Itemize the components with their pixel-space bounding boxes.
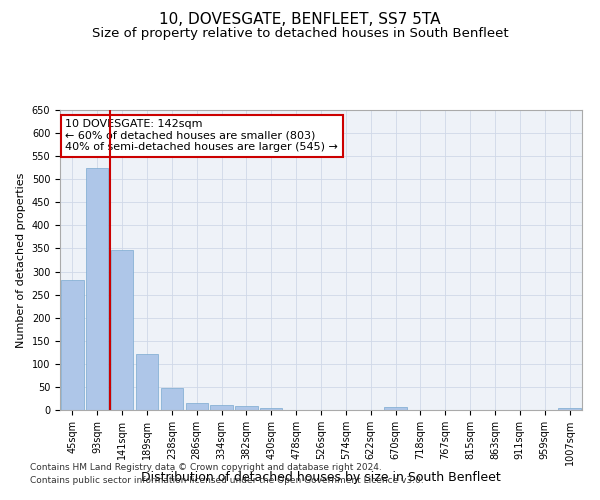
Text: 10 DOVESGATE: 142sqm
← 60% of detached houses are smaller (803)
40% of semi-deta: 10 DOVESGATE: 142sqm ← 60% of detached h… bbox=[65, 119, 338, 152]
Text: 10, DOVESGATE, BENFLEET, SS7 5TA: 10, DOVESGATE, BENFLEET, SS7 5TA bbox=[159, 12, 441, 28]
Bar bbox=[136, 354, 158, 410]
X-axis label: Distribution of detached houses by size in South Benfleet: Distribution of detached houses by size … bbox=[141, 470, 501, 484]
Bar bbox=[559, 408, 581, 410]
Bar bbox=[260, 408, 283, 410]
Text: Contains public sector information licensed under the Open Government Licence v3: Contains public sector information licen… bbox=[30, 476, 424, 485]
Bar bbox=[86, 168, 109, 410]
Text: Contains HM Land Registry data © Crown copyright and database right 2024.: Contains HM Land Registry data © Crown c… bbox=[30, 464, 382, 472]
Bar bbox=[61, 280, 83, 410]
Y-axis label: Number of detached properties: Number of detached properties bbox=[16, 172, 26, 348]
Bar bbox=[161, 388, 183, 410]
Bar bbox=[385, 407, 407, 410]
Bar bbox=[111, 250, 133, 410]
Text: Size of property relative to detached houses in South Benfleet: Size of property relative to detached ho… bbox=[92, 28, 508, 40]
Bar bbox=[185, 402, 208, 410]
Bar bbox=[211, 406, 233, 410]
Bar bbox=[235, 406, 257, 410]
